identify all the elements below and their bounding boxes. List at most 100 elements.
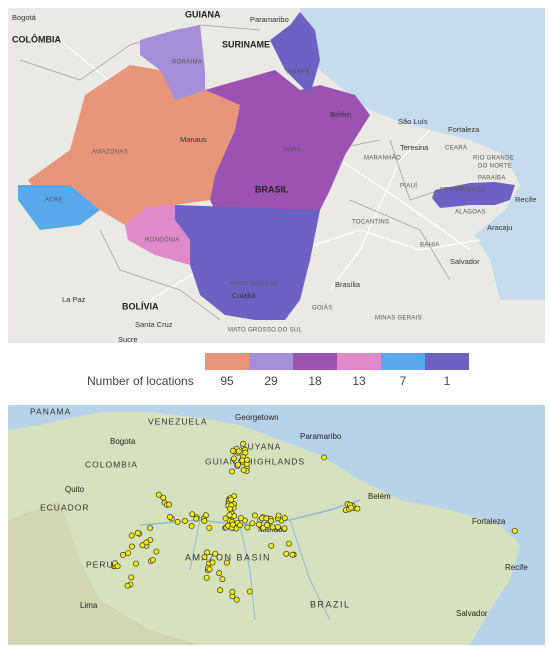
- location-dot: [174, 518, 181, 525]
- label: Lima: [80, 601, 98, 610]
- label: Georgetown: [235, 413, 279, 422]
- location-dot: [188, 523, 195, 529]
- label: Paramaribo: [300, 432, 342, 441]
- location-dot: [249, 520, 256, 527]
- label: GUIANA HIGHLANDS: [205, 456, 305, 466]
- label: BRAZIL: [310, 599, 351, 609]
- location-dot: [206, 566, 213, 573]
- location-dot: [269, 524, 276, 531]
- label: Recife: [515, 195, 536, 204]
- location-dot: [235, 448, 242, 455]
- label: CEARÁ: [445, 145, 467, 152]
- legend: Number of locations 95 29 18 13 7 1: [87, 353, 469, 388]
- legend-value: 18: [308, 374, 322, 388]
- label: COLÔMBIA: [12, 33, 61, 44]
- location-dot: [229, 468, 235, 475]
- label: GUIANA: [185, 9, 221, 19]
- label: RIO GRANDE: [473, 156, 514, 162]
- label: ALAGOAS: [455, 210, 486, 216]
- state-acre: [18, 185, 100, 230]
- location-dot: [201, 517, 208, 524]
- location-dot: [264, 522, 270, 528]
- location-dot: [268, 542, 275, 549]
- label: PARÁ: [284, 147, 301, 154]
- location-dot: [166, 501, 173, 508]
- label: RORAIMA: [172, 60, 202, 66]
- legend-swatch: [249, 353, 293, 370]
- label: AMAZON BASIN: [185, 552, 271, 562]
- location-dot: [283, 550, 290, 557]
- label: GUYANA: [240, 441, 281, 451]
- location-dot: [153, 548, 160, 555]
- legend-value: 95: [220, 374, 234, 388]
- location-dot: [260, 524, 267, 531]
- location-dot: [133, 560, 139, 567]
- legend-swatch: [337, 353, 381, 370]
- label: AMAZONAS: [92, 150, 128, 156]
- label: La Paz: [62, 295, 86, 304]
- top-map: Bogotá GUIANA Paramaribo COLÔMBIA SURINA…: [8, 8, 545, 343]
- location-dot: [251, 512, 258, 519]
- location-dot: [212, 550, 219, 557]
- label: ACRE: [45, 198, 63, 204]
- location-dot: [166, 514, 173, 520]
- location-dot: [236, 522, 243, 529]
- location-dot: [231, 455, 237, 462]
- label: SURINAME: [222, 39, 270, 49]
- location-dot: [128, 574, 135, 581]
- location-dot: [216, 570, 223, 577]
- label: Recife: [505, 563, 528, 572]
- legend-value: 29: [264, 374, 278, 388]
- state-amazonas: [28, 65, 240, 225]
- location-dot: [181, 517, 188, 524]
- location-dot: [275, 524, 281, 531]
- label: PERNAMBUCO: [440, 188, 486, 194]
- label: MATO GROSSO DO SUL: [228, 328, 303, 334]
- label: Salvador: [456, 609, 488, 618]
- label: Manaus: [180, 135, 207, 144]
- location-dot: [233, 596, 240, 603]
- location-dot: [235, 461, 241, 468]
- location-dot: [267, 517, 274, 524]
- location-dot: [201, 553, 208, 560]
- location-dot: [155, 491, 162, 498]
- label: Bogota: [110, 437, 136, 446]
- label: Bogotá: [12, 13, 37, 22]
- location-dot: [219, 576, 226, 583]
- location-dot: [240, 440, 247, 447]
- label: BAHIA: [420, 243, 440, 249]
- legend-value: 7: [400, 374, 407, 388]
- location-dot: [120, 551, 126, 558]
- location-dot: [289, 551, 296, 558]
- label: BRASIL: [255, 184, 289, 194]
- label: Belém: [330, 110, 351, 119]
- label: COLOMBIA: [85, 459, 138, 469]
- location-dot: [217, 587, 224, 594]
- location-dot: [228, 496, 235, 503]
- location-dot: [203, 574, 210, 581]
- label: Cuiabá: [232, 291, 257, 300]
- location-dot: [354, 505, 361, 512]
- state-para: [205, 70, 370, 210]
- location-dot: [134, 530, 141, 536]
- label: TOCANTINS: [352, 220, 389, 226]
- label: Santa Cruz: [135, 320, 173, 329]
- label: Paramaribo: [250, 15, 289, 24]
- location-dot: [222, 515, 229, 522]
- label: MINAS GERAIS: [375, 316, 422, 322]
- label: PANAMA: [30, 406, 71, 416]
- location-dot: [223, 559, 230, 566]
- location-dot: [193, 515, 200, 522]
- location-dot: [281, 525, 288, 532]
- location-dot: [189, 511, 196, 518]
- location-dot: [229, 588, 236, 595]
- label: São Luís: [398, 117, 428, 126]
- label: MATO GROSSO: [230, 282, 278, 288]
- location-dot: [147, 524, 153, 531]
- location-dot: [129, 543, 135, 550]
- label: AMAPÁ: [287, 69, 310, 76]
- label: Fortaleza: [472, 517, 506, 526]
- bottom-map: PANAMA VENEZUELA Georgetown GUYANA Param…: [8, 405, 545, 645]
